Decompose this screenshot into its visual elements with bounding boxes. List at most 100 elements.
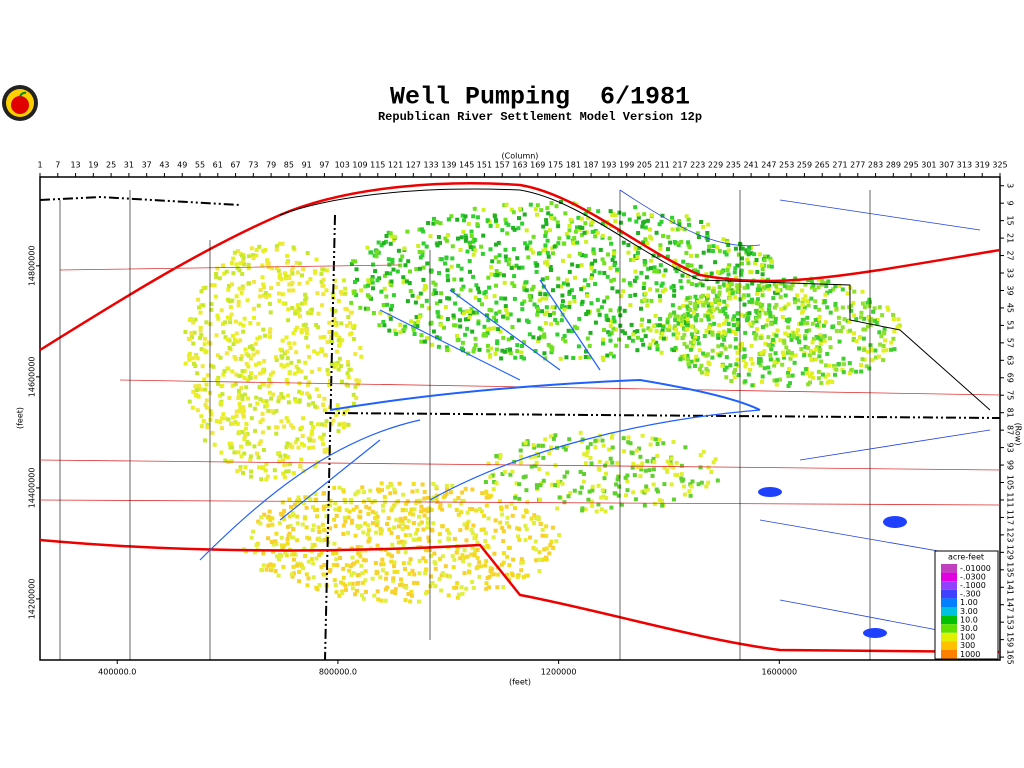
pumping-cell	[422, 490, 427, 494]
pumping-cell	[226, 417, 231, 422]
pumping-cell	[854, 317, 859, 321]
pumping-cell	[411, 537, 416, 542]
pumping-cell	[468, 312, 473, 317]
pumping-cell	[290, 271, 295, 276]
pumping-cell	[647, 468, 652, 473]
pumping-cell	[279, 392, 284, 397]
pumping-cell	[419, 520, 424, 525]
pumping-cell	[313, 404, 318, 409]
pumping-cell	[699, 480, 704, 485]
pumping-cell	[276, 268, 281, 273]
pumping-cell	[305, 535, 310, 540]
column-tick-label: 211	[655, 161, 670, 170]
pumping-cell	[515, 343, 520, 348]
pumping-cell	[437, 336, 442, 341]
pumping-cell	[520, 344, 524, 348]
pumping-cell	[343, 423, 348, 428]
pumping-cell	[707, 308, 712, 313]
pumping-cell	[239, 444, 243, 449]
pumping-cell	[774, 284, 779, 289]
pumping-cell	[638, 474, 643, 479]
pumping-cell	[462, 555, 467, 560]
pumping-cell	[876, 354, 881, 359]
pumping-cell	[392, 234, 397, 239]
pumping-cell	[255, 350, 260, 355]
pumping-cell	[211, 364, 216, 369]
pumping-cell	[660, 498, 664, 503]
pumping-cell	[548, 434, 553, 439]
pumping-cell	[836, 315, 841, 320]
legend-label: -.01000	[960, 564, 991, 573]
pumping-cell	[257, 442, 262, 446]
pumping-cell	[552, 244, 557, 249]
pumping-cell	[580, 437, 585, 442]
pumping-cell	[803, 336, 808, 341]
pumping-cell	[865, 349, 870, 354]
pumping-cell	[463, 486, 468, 491]
pumping-cell	[302, 443, 307, 448]
pumping-cell	[532, 445, 537, 450]
pumping-cell	[315, 514, 319, 519]
pumping-cell	[615, 460, 620, 465]
pumping-cell	[755, 301, 760, 306]
pumping-cell	[426, 306, 431, 311]
pumping-cell	[597, 312, 602, 317]
pumping-cell	[516, 534, 521, 539]
pumping-cell	[445, 268, 450, 273]
pumping-cell	[562, 305, 567, 310]
pumping-cell	[274, 431, 279, 436]
pumping-cell	[455, 581, 460, 585]
pumping-cell	[631, 258, 636, 262]
pumping-cell	[218, 393, 223, 398]
pumping-cell	[686, 274, 691, 278]
pumping-cell	[493, 273, 498, 277]
row-tick-label: 45	[1006, 303, 1015, 313]
pumping-cell	[238, 465, 243, 470]
pumping-cell	[438, 240, 442, 245]
pumping-cell	[488, 247, 493, 252]
pumping-cell	[342, 409, 347, 414]
pumping-cell	[826, 372, 831, 377]
pumping-cell	[786, 374, 791, 378]
pumping-cell	[544, 305, 549, 310]
pumping-cell	[652, 324, 657, 329]
pumping-cell	[209, 307, 214, 312]
pumping-cell	[513, 355, 518, 360]
pumping-cell	[669, 456, 674, 461]
pumping-cell	[501, 539, 506, 543]
pumping-cell	[302, 516, 307, 521]
pumping-cell	[371, 262, 375, 267]
pumping-cell	[642, 503, 647, 508]
pumping-cell	[347, 509, 352, 514]
pumping-cell	[541, 224, 546, 229]
pumping-cell	[760, 308, 765, 313]
pumping-cell	[548, 344, 553, 349]
pumping-cell	[613, 260, 617, 265]
pumping-cell	[261, 293, 266, 298]
pumping-cell	[415, 324, 420, 329]
pumping-cell	[491, 572, 496, 577]
pumping-cell	[831, 324, 836, 329]
pumping-cell	[560, 481, 565, 486]
pumping-cell	[593, 282, 598, 286]
pumping-cell	[195, 371, 200, 376]
pumping-cell	[627, 281, 632, 286]
pumping-cell	[343, 519, 348, 524]
pumping-cell	[896, 324, 901, 329]
pumping-cell	[609, 331, 614, 335]
pumping-cell	[216, 316, 221, 321]
pumping-cell	[486, 318, 491, 323]
pumping-cell	[859, 363, 863, 367]
pumping-cell	[332, 317, 337, 321]
pumping-cell	[782, 355, 786, 360]
pumping-cell	[508, 472, 513, 477]
pumping-cell	[327, 330, 332, 335]
pumping-cell	[368, 488, 373, 493]
pumping-cell	[819, 282, 824, 287]
pumping-cell	[331, 418, 336, 423]
pumping-cell	[287, 514, 292, 519]
pumping-cell	[421, 229, 426, 234]
pumping-cell	[245, 432, 250, 436]
pumping-cell	[766, 286, 771, 291]
pumping-cell	[639, 270, 644, 275]
